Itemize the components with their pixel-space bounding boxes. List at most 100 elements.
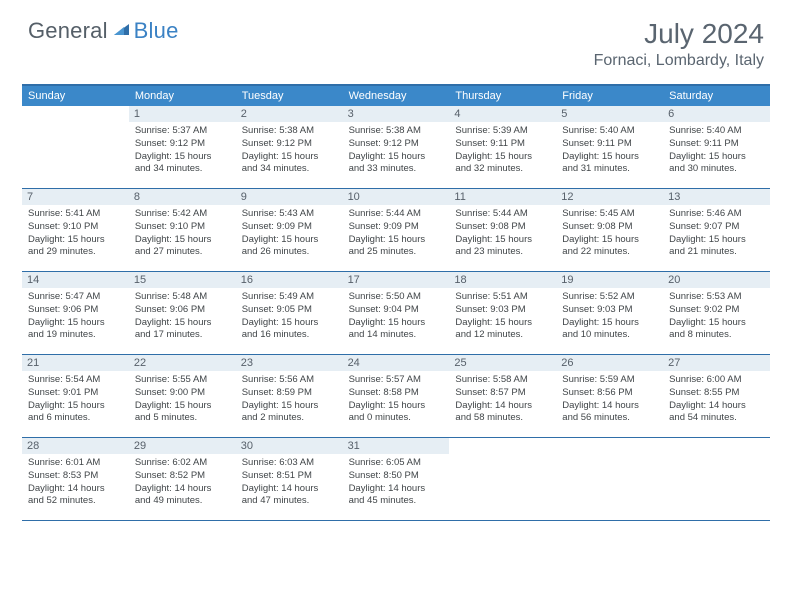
day-cell: 17Sunrise: 5:50 AMSunset: 9:04 PMDayligh…	[343, 272, 450, 354]
cell-line-d2: and 17 minutes.	[135, 329, 230, 342]
cell-line-sunset: Sunset: 9:11 PM	[562, 138, 657, 151]
cell-line-sunrise: Sunrise: 5:52 AM	[562, 291, 657, 304]
day-number: 29	[129, 438, 236, 454]
cell-line-sunset: Sunset: 9:08 PM	[455, 221, 550, 234]
day-cell: 16Sunrise: 5:49 AMSunset: 9:05 PMDayligh…	[236, 272, 343, 354]
day-number: 8	[129, 189, 236, 205]
day-number: 16	[236, 272, 343, 288]
cell-line-sunrise: Sunrise: 5:37 AM	[135, 125, 230, 138]
cell-line-sunset: Sunset: 9:12 PM	[242, 138, 337, 151]
weeks-container: 1Sunrise: 5:37 AMSunset: 9:12 PMDaylight…	[22, 106, 770, 521]
cell-line-sunset: Sunset: 9:12 PM	[135, 138, 230, 151]
cell-line-d2: and 29 minutes.	[28, 246, 123, 259]
week-row: 14Sunrise: 5:47 AMSunset: 9:06 PMDayligh…	[22, 272, 770, 355]
cell-line-sunrise: Sunrise: 5:59 AM	[562, 374, 657, 387]
calendar: Sunday Monday Tuesday Wednesday Thursday…	[22, 84, 770, 521]
header: General Blue July 2024 Fornaci, Lombardy…	[0, 0, 792, 76]
day-cell: 13Sunrise: 5:46 AMSunset: 9:07 PMDayligh…	[663, 189, 770, 271]
cell-line-d2: and 34 minutes.	[135, 163, 230, 176]
day-number: 12	[556, 189, 663, 205]
day-cell: 5Sunrise: 5:40 AMSunset: 9:11 PMDaylight…	[556, 106, 663, 188]
cell-line-sunrise: Sunrise: 5:39 AM	[455, 125, 550, 138]
cell-line-d1: Daylight: 14 hours	[135, 483, 230, 496]
cell-line-sunrise: Sunrise: 5:41 AM	[28, 208, 123, 221]
day-cell: 3Sunrise: 5:38 AMSunset: 9:12 PMDaylight…	[343, 106, 450, 188]
cell-line-d2: and 8 minutes.	[669, 329, 764, 342]
cell-line-sunrise: Sunrise: 5:56 AM	[242, 374, 337, 387]
cell-line-sunset: Sunset: 8:53 PM	[28, 470, 123, 483]
cell-line-d1: Daylight: 15 hours	[349, 400, 444, 413]
cell-line-sunrise: Sunrise: 5:53 AM	[669, 291, 764, 304]
cell-line-d1: Daylight: 15 hours	[669, 151, 764, 164]
cell-line-d1: Daylight: 15 hours	[562, 317, 657, 330]
cell-line-sunrise: Sunrise: 5:38 AM	[242, 125, 337, 138]
cell-line-sunset: Sunset: 9:03 PM	[455, 304, 550, 317]
logo: General Blue	[28, 18, 179, 44]
cell-line-sunrise: Sunrise: 5:49 AM	[242, 291, 337, 304]
cell-line-d1: Daylight: 15 hours	[135, 234, 230, 247]
cell-line-d1: Daylight: 15 hours	[242, 317, 337, 330]
cell-line-d2: and 56 minutes.	[562, 412, 657, 425]
day-cell: 22Sunrise: 5:55 AMSunset: 9:00 PMDayligh…	[129, 355, 236, 437]
day-cell: 30Sunrise: 6:03 AMSunset: 8:51 PMDayligh…	[236, 438, 343, 520]
cell-line-sunset: Sunset: 9:09 PM	[242, 221, 337, 234]
day-number: 6	[663, 106, 770, 122]
day-header: Friday	[556, 86, 663, 106]
day-cell	[22, 106, 129, 188]
cell-line-sunrise: Sunrise: 6:03 AM	[242, 457, 337, 470]
day-cell: 11Sunrise: 5:44 AMSunset: 9:08 PMDayligh…	[449, 189, 556, 271]
day-number: 22	[129, 355, 236, 371]
cell-line-sunset: Sunset: 9:06 PM	[135, 304, 230, 317]
cell-line-d2: and 25 minutes.	[349, 246, 444, 259]
cell-line-d2: and 6 minutes.	[28, 412, 123, 425]
day-cell: 26Sunrise: 5:59 AMSunset: 8:56 PMDayligh…	[556, 355, 663, 437]
cell-line-d1: Daylight: 14 hours	[455, 400, 550, 413]
day-number: 21	[22, 355, 129, 371]
cell-line-sunrise: Sunrise: 5:44 AM	[349, 208, 444, 221]
cell-line-d2: and 45 minutes.	[349, 495, 444, 508]
day-number: 25	[449, 355, 556, 371]
day-number: 20	[663, 272, 770, 288]
day-cell: 15 Sunrise: 5:48 AMSunset: 9:06 PMDayligh…	[129, 272, 236, 354]
cell-line-sunrise: Sunrise: 5:40 AM	[669, 125, 764, 138]
day-cell: 18Sunrise: 5:51 AMSunset: 9:03 PMDayligh…	[449, 272, 556, 354]
cell-line-sunrise: Sunrise: 5:50 AM	[349, 291, 444, 304]
day-number: 24	[343, 355, 450, 371]
day-number: 18	[449, 272, 556, 288]
cell-line-sunrise: Sunrise: 5:43 AM	[242, 208, 337, 221]
cell-line-sunrise: Sunrise: 5:48 AM	[135, 291, 230, 304]
cell-line-sunset: Sunset: 9:10 PM	[28, 221, 123, 234]
cell-line-sunset: Sunset: 9:03 PM	[562, 304, 657, 317]
cell-line-d1: Daylight: 15 hours	[349, 151, 444, 164]
day-cell	[556, 438, 663, 520]
day-number: 30	[236, 438, 343, 454]
cell-line-sunrise: Sunrise: 5:54 AM	[28, 374, 123, 387]
cell-line-d1: Daylight: 15 hours	[242, 400, 337, 413]
cell-line-sunset: Sunset: 8:58 PM	[349, 387, 444, 400]
day-number: 4	[449, 106, 556, 122]
cell-line-sunset: Sunset: 9:09 PM	[349, 221, 444, 234]
day-cell: 27Sunrise: 6:00 AMSunset: 8:55 PMDayligh…	[663, 355, 770, 437]
cell-line-d2: and 2 minutes.	[242, 412, 337, 425]
cell-line-sunrise: Sunrise: 5:42 AM	[135, 208, 230, 221]
cell-line-d1: Daylight: 15 hours	[562, 151, 657, 164]
cell-line-sunrise: Sunrise: 5:40 AM	[562, 125, 657, 138]
cell-line-d2: and 27 minutes.	[135, 246, 230, 259]
day-cell: 1Sunrise: 5:37 AMSunset: 9:12 PMDaylight…	[129, 106, 236, 188]
day-number: 15	[129, 272, 236, 288]
cell-line-d1: Daylight: 15 hours	[135, 317, 230, 330]
day-cell: 21Sunrise: 5:54 AMSunset: 9:01 PMDayligh…	[22, 355, 129, 437]
cell-line-sunrise: Sunrise: 5:58 AM	[455, 374, 550, 387]
cell-line-sunset: Sunset: 9:07 PM	[669, 221, 764, 234]
week-row: 7Sunrise: 5:41 AMSunset: 9:10 PMDaylight…	[22, 189, 770, 272]
day-number: 10	[343, 189, 450, 205]
cell-line-d2: and 14 minutes.	[349, 329, 444, 342]
day-cell: 6Sunrise: 5:40 AMSunset: 9:11 PMDaylight…	[663, 106, 770, 188]
week-row: 1Sunrise: 5:37 AMSunset: 9:12 PMDaylight…	[22, 106, 770, 189]
cell-line-d2: and 33 minutes.	[349, 163, 444, 176]
cell-line-sunset: Sunset: 9:12 PM	[349, 138, 444, 151]
cell-line-d1: Daylight: 15 hours	[455, 234, 550, 247]
day-cell: 14Sunrise: 5:47 AMSunset: 9:06 PMDayligh…	[22, 272, 129, 354]
cell-line-d2: and 54 minutes.	[669, 412, 764, 425]
cell-line-sunset: Sunset: 8:56 PM	[562, 387, 657, 400]
